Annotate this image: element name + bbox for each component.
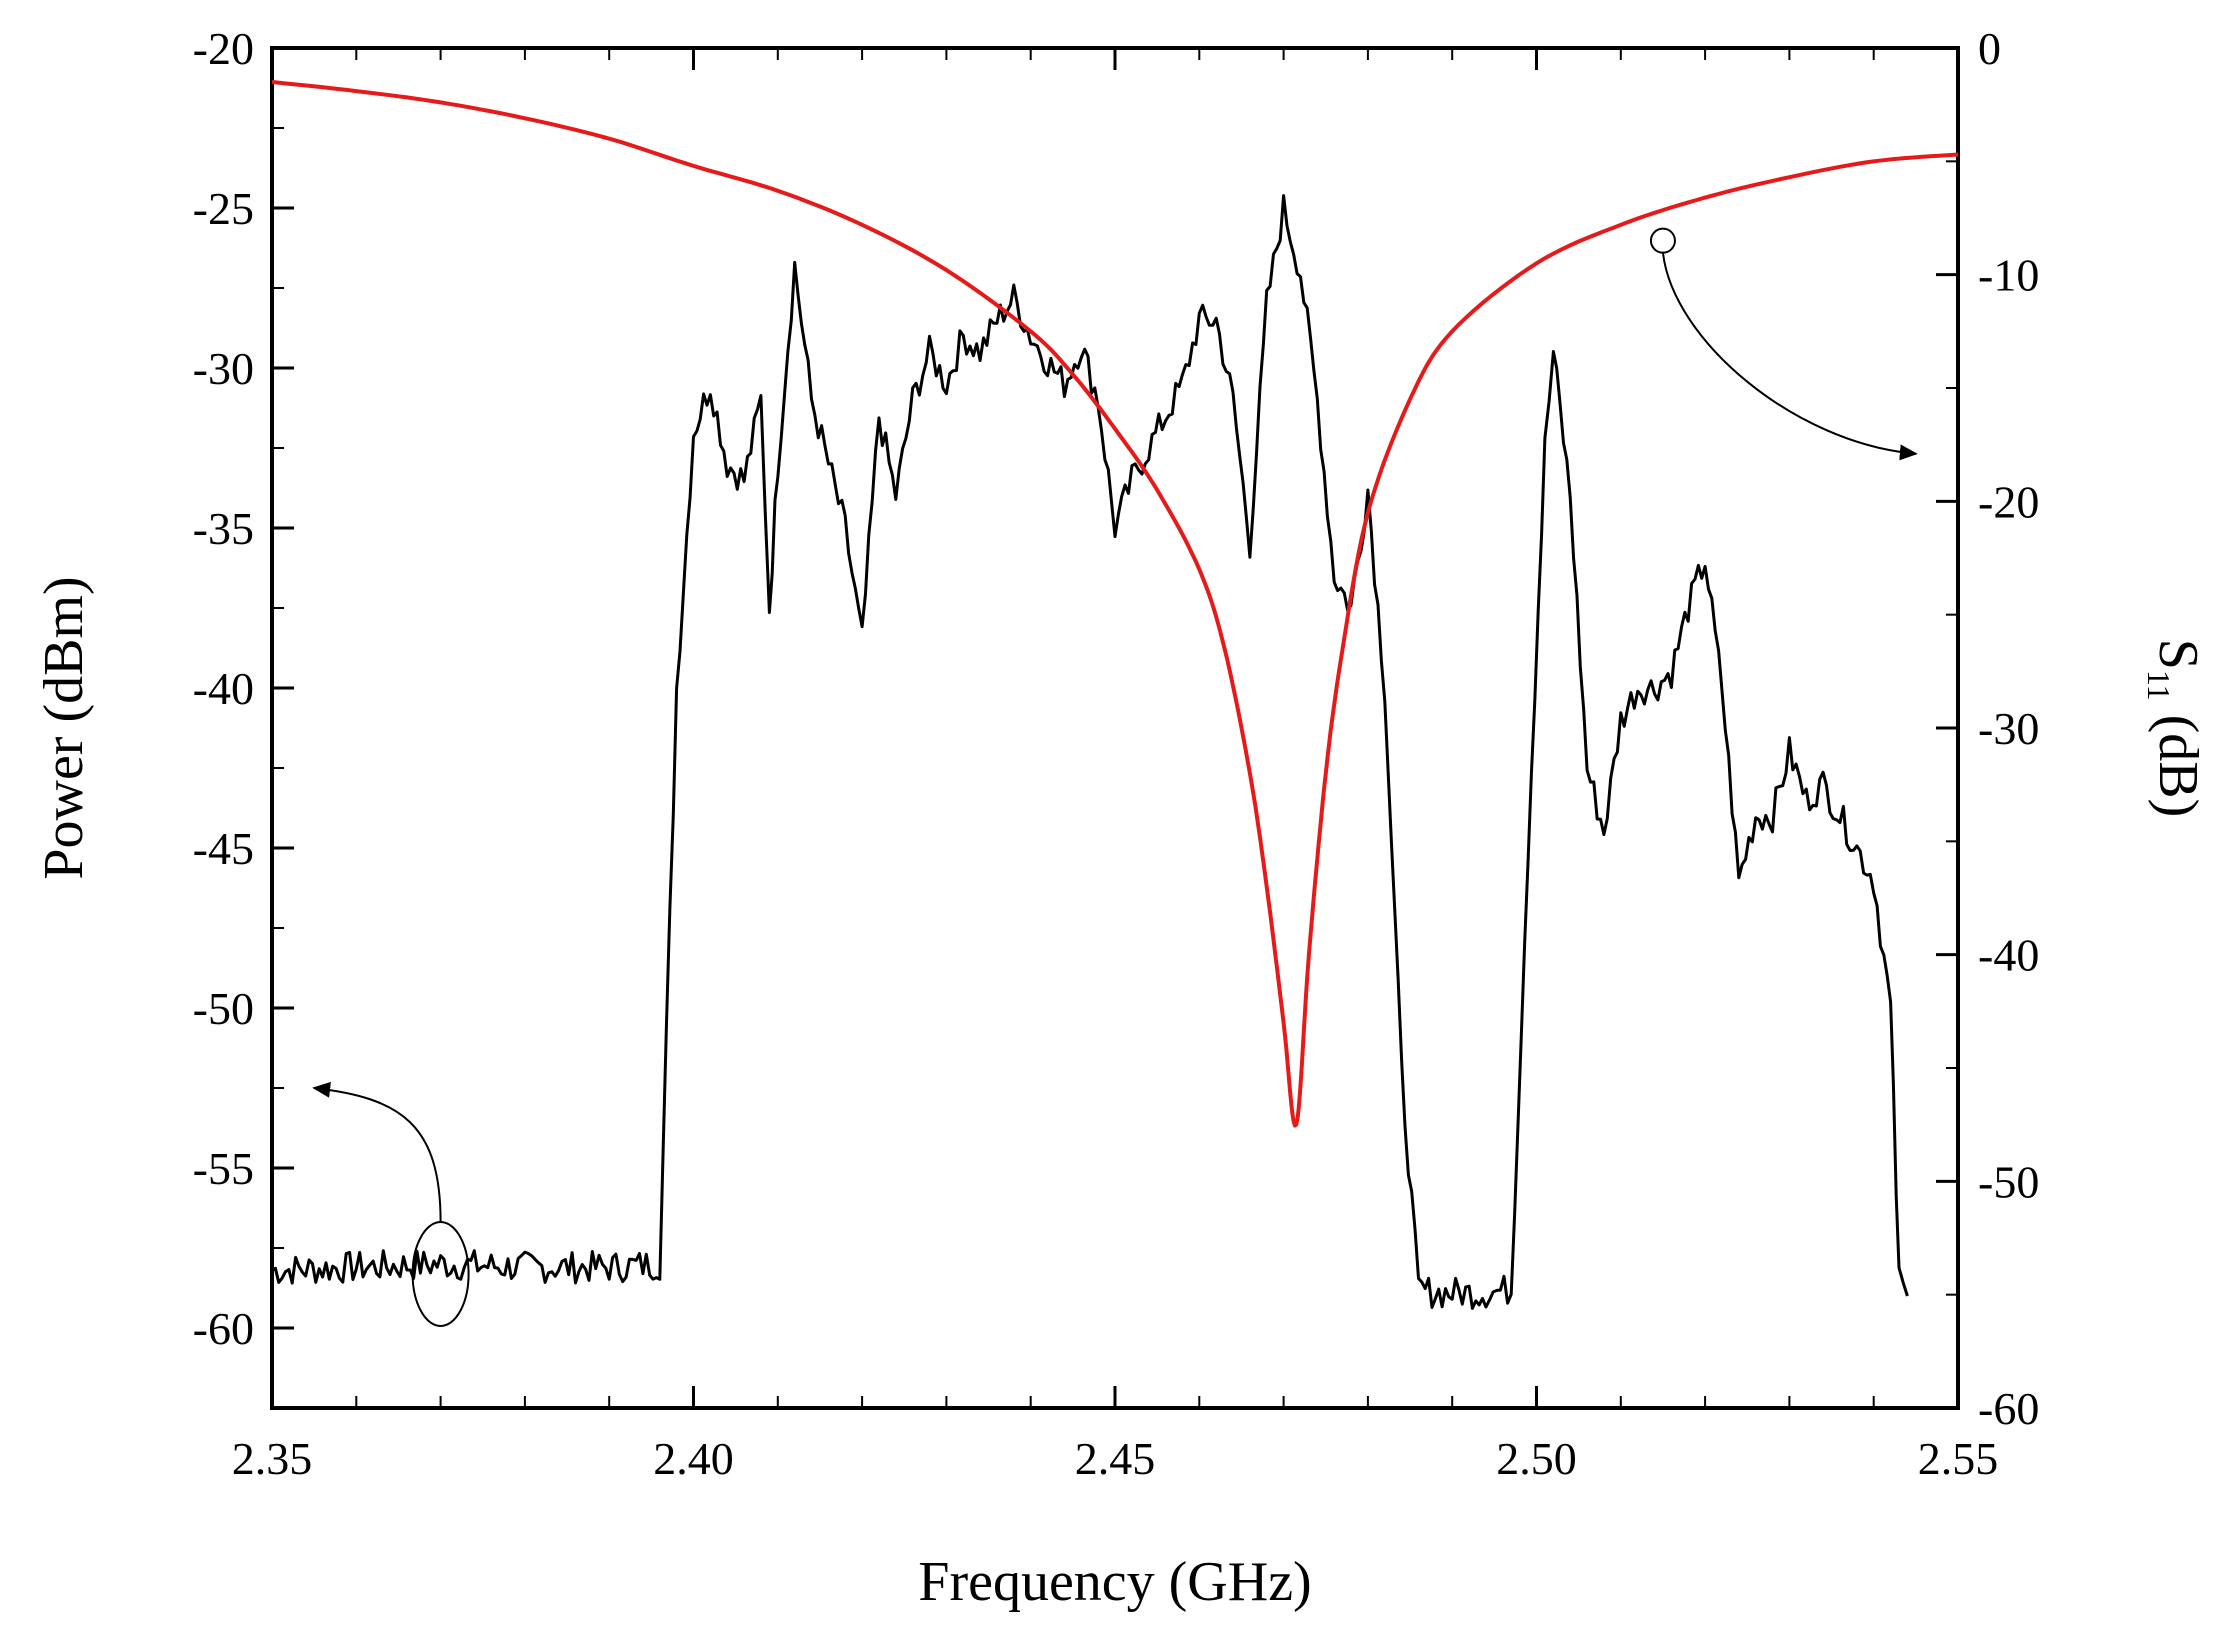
y-right-tick-label: -60 — [1978, 1383, 2039, 1434]
svg-text:S11 (dB): S11 (dB) — [2141, 639, 2209, 818]
series-line-power — [271, 194, 1909, 1310]
chart-plot-area: 2.35 2.40 2.45 2.50 2.55 -20 -25 -30 -35 -40 -45 -5… — [193, 23, 2040, 1484]
x-tick-label: 2.40 — [653, 1433, 734, 1484]
y-right-tick-label: 0 — [1978, 23, 2001, 74]
y-left-axis-title: Power (dBm) — [33, 576, 95, 879]
y-left-tick-label: -55 — [193, 1143, 254, 1194]
y-left-tick-label: -60 — [193, 1303, 254, 1354]
y-left-tick-label: -20 — [193, 23, 254, 74]
annotation-layer — [312, 227, 1918, 1327]
series-line-s11 — [271, 80, 1959, 1128]
y-right-tick-label: -40 — [1978, 930, 2039, 981]
x-tick-label: 2.45 — [1075, 1433, 1156, 1484]
y-right-title-unit: (dB) — [2147, 701, 2209, 818]
left-axis-arrow — [312, 1081, 442, 1223]
y-left-tick-label: -35 — [193, 503, 254, 554]
right-axis-arrow — [1661, 252, 1918, 461]
x-tick-label: 2.35 — [232, 1433, 313, 1484]
y-left-tick-label: -30 — [193, 343, 254, 394]
x-tick-label: 2.55 — [1918, 1433, 1999, 1484]
y-right-tick-label: -10 — [1978, 250, 2039, 301]
x-tick-label: 2.50 — [1496, 1433, 1577, 1484]
right-axis-ellipse — [1649, 227, 1676, 254]
y-left-tick-label: -25 — [193, 183, 254, 234]
y-right-axis-title: S11 (dB) — [2141, 639, 2209, 818]
y-right-title-sub: 11 — [2141, 670, 2177, 701]
y-left-tick-label: -50 — [193, 983, 254, 1034]
y-left-tick-label: -45 — [193, 823, 254, 874]
y-right-tick-label: -50 — [1978, 1156, 2039, 1207]
series-layer — [271, 80, 1959, 1310]
y-left-tick-label: -40 — [193, 663, 254, 714]
x-axis-title: Frequency (GHz) — [918, 1551, 1311, 1613]
y-right-tick-label: -20 — [1978, 476, 2039, 527]
y-right-tick-label: -30 — [1978, 703, 2039, 754]
plot-frame — [270, 46, 1960, 1410]
y-right-title-s: S — [2147, 639, 2209, 670]
tick-layer: 2.35 2.40 2.45 2.50 2.55 -20 -25 -30 -35 -40 -45 -5… — [193, 23, 2040, 1484]
